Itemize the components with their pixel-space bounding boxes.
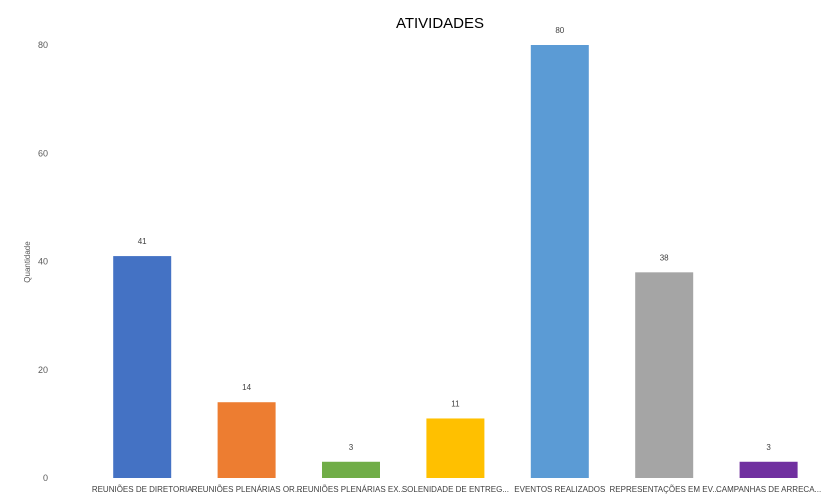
y-axis-ticks: 0 20 40 60 80 [38,40,48,483]
bar [530,45,589,478]
category-label: REUNIÕES DE DIRETORIA [92,485,193,494]
data-labels-group: 41 14 3 11 80 38 3 [138,26,772,452]
data-label: 3 [766,443,771,452]
data-label: 14 [242,383,251,392]
data-label: 3 [349,443,354,452]
y-axis-label: Quantidade [23,241,32,283]
data-label: 41 [138,237,147,246]
chart-title: ATIVIDADES [396,15,484,32]
category-label: SOLENIDADE DE ENTREG... [402,485,509,494]
y-tick-label: 20 [38,365,48,375]
category-label: REPRESENTAÇÕES EM EV... [610,485,719,494]
category-labels-group: REUNIÕES DE DIRETORIA REUNIÕES PLENÁRIAS … [92,485,821,494]
y-tick-label: 40 [38,257,48,267]
y-tick-label: 80 [38,40,48,50]
category-label: CAMPANHAS DE ARRECA... [716,485,821,494]
bar [739,461,798,478]
bar [426,418,485,478]
bar [322,461,380,478]
y-tick-label: 0 [43,473,48,483]
data-label: 11 [451,399,460,408]
bar [217,402,276,478]
category-label: REUNIÕES PLENÁRIAS EX... [297,485,405,494]
bars-group [113,45,798,478]
data-label: 80 [555,26,564,35]
y-tick-label: 60 [38,148,48,158]
category-label: REUNIÕES PLENÁRIAS OR... [192,485,302,494]
data-label: 38 [660,253,669,262]
bar [635,272,694,478]
bar [113,256,172,478]
category-label: EVENTOS REALIZADOS [514,485,605,494]
